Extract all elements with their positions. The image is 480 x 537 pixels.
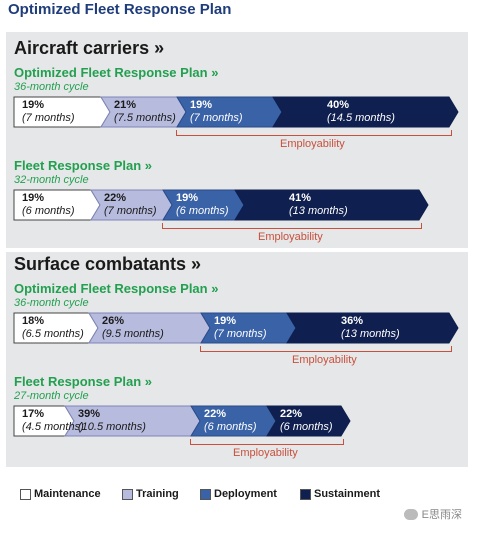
segment-percent: 22%: [280, 408, 303, 420]
segment-percent: 19%: [190, 99, 213, 111]
employability-bracket: [176, 130, 452, 136]
legend-label-training: Training: [136, 488, 179, 500]
bar-segment-sustainment: [272, 96, 459, 128]
segment-percent: 41%: [289, 192, 312, 204]
cycle-carriers-frp: 32-month cycle: [14, 174, 89, 186]
plan-name-surface-ofrp[interactable]: Optimized Fleet Response Plan »: [14, 281, 219, 296]
segment-label-sustainment: 41% (13 months): [289, 190, 348, 220]
diagram-title: Optimized Fleet Response Plan: [8, 1, 232, 18]
segment-percent: 18%: [22, 315, 45, 327]
legend-swatch-training: [122, 488, 133, 500]
segment-months: (7.5 months): [114, 112, 176, 124]
segment-percent: 19%: [176, 192, 199, 204]
cycle-surface-ofrp: 36-month cycle: [14, 297, 89, 309]
segment-percent: 22%: [204, 408, 227, 420]
legend-swatch-deployment: [200, 488, 211, 500]
employability-label: Employability: [233, 447, 298, 459]
legend-label-maintenance: Maintenance: [34, 488, 101, 500]
segment-months: (6 months): [22, 205, 75, 217]
segment-label-sustainment: 40% (14.5 months): [327, 97, 395, 127]
segment-months: (7 months): [190, 112, 243, 124]
segment-months: (7 months): [214, 328, 267, 340]
segment-label-training: 21% (7.5 months): [114, 97, 176, 127]
segment-label-sustainment: 36% (13 months): [341, 313, 400, 343]
employability-bracket: [190, 439, 344, 445]
bar-segment-sustainment: [286, 312, 459, 344]
segment-months: (13 months): [289, 205, 348, 217]
segment-months: (6 months): [280, 421, 333, 433]
employability-bracket: [200, 346, 452, 352]
plan-name-carriers-ofrp[interactable]: Optimized Fleet Response Plan »: [14, 65, 219, 80]
segment-percent: 40%: [327, 99, 350, 111]
segment-label-maintenance: 19% (7 months): [22, 97, 75, 127]
segment-percent: 21%: [114, 99, 137, 111]
watermark: E思雨深: [403, 506, 462, 522]
segment-percent: 19%: [22, 99, 45, 111]
bar-segment-sustainment: [234, 189, 429, 221]
legend-training: Training: [122, 488, 179, 500]
segment-percent: 26%: [102, 315, 125, 327]
segment-label-deployment: 19% (7 months): [190, 97, 243, 127]
section-header-surface-combatants[interactable]: Surface combatants »: [14, 254, 202, 274]
legend-label-sustainment: Sustainment: [314, 488, 381, 500]
segment-months: (14.5 months): [327, 112, 395, 124]
bar-segment-sustainment: [266, 405, 351, 437]
segment-percent: 19%: [22, 192, 45, 204]
segment-label-deployment: 22% (6 months): [204, 406, 257, 436]
segment-percent: 17%: [22, 408, 45, 420]
segment-label-maintenance: 19% (6 months): [22, 190, 75, 220]
segment-label-maintenance: 18% (6.5 months): [22, 313, 84, 343]
segment-months: (6.5 months): [22, 328, 84, 340]
segment-label-maintenance: 17% (4.5 months): [22, 406, 84, 436]
legend-sustainment: Sustainment: [300, 488, 380, 500]
segment-label-training: 39% (10.5 months): [78, 406, 146, 436]
cycle-carriers-ofrp: 36-month cycle: [14, 81, 89, 93]
employability-label: Employability: [292, 354, 357, 366]
segment-percent: 36%: [341, 315, 364, 327]
segment-months: (13 months): [341, 328, 400, 340]
segment-label-training: 26% (9.5 months): [102, 313, 164, 343]
legend-swatch-maintenance: [20, 488, 31, 500]
segment-percent: 39%: [78, 408, 101, 420]
segment-percent: 22%: [104, 192, 127, 204]
segment-label-training: 22% (7 months): [104, 190, 157, 220]
segment-label-sustainment: 22% (6 months): [280, 406, 333, 436]
section-header-aircraft-carriers[interactable]: Aircraft carriers »: [14, 38, 165, 58]
wechat-icon: [403, 508, 418, 520]
plan-name-surface-frp[interactable]: Fleet Response Plan »: [14, 374, 152, 389]
segment-months: (10.5 months): [78, 421, 146, 433]
legend-maintenance: Maintenance: [20, 488, 101, 500]
segment-months: (4.5 months): [22, 421, 84, 433]
segment-label-deployment: 19% (6 months): [176, 190, 229, 220]
legend-label-deployment: Deployment: [214, 488, 277, 500]
employability-bracket: [162, 223, 422, 229]
segment-months: (9.5 months): [102, 328, 164, 340]
cycle-surface-frp: 27-month cycle: [14, 390, 89, 402]
legend-swatch-sustainment: [300, 488, 311, 500]
plan-name-carriers-frp[interactable]: Fleet Response Plan »: [14, 158, 152, 173]
segment-months: (6 months): [204, 421, 257, 433]
employability-label: Employability: [280, 138, 345, 150]
legend-deployment: Deployment: [200, 488, 277, 500]
employability-label: Employability: [258, 231, 323, 243]
segment-months: (7 months): [22, 112, 75, 124]
segment-months: (6 months): [176, 205, 229, 217]
watermark-text: E思雨深: [421, 509, 462, 521]
segment-months: (7 months): [104, 205, 157, 217]
segment-percent: 19%: [214, 315, 237, 327]
segment-label-deployment: 19% (7 months): [214, 313, 267, 343]
